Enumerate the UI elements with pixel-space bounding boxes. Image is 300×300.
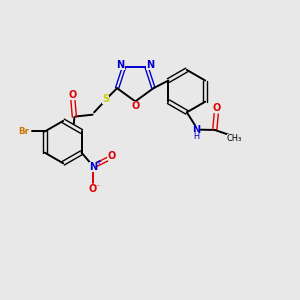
Text: N: N	[192, 125, 200, 135]
Text: CH₃: CH₃	[227, 134, 242, 143]
Text: Br: Br	[19, 127, 30, 136]
Text: ⁻: ⁻	[96, 183, 100, 192]
Text: N: N	[116, 60, 124, 70]
Text: O: O	[69, 90, 77, 100]
Text: O: O	[108, 151, 116, 161]
Text: O: O	[212, 103, 220, 113]
Text: H: H	[193, 132, 199, 141]
Text: N: N	[146, 60, 154, 70]
Text: S: S	[102, 94, 110, 104]
Text: +: +	[95, 159, 101, 165]
Text: O: O	[88, 184, 97, 194]
Text: O: O	[131, 101, 140, 111]
Text: N: N	[89, 162, 97, 172]
